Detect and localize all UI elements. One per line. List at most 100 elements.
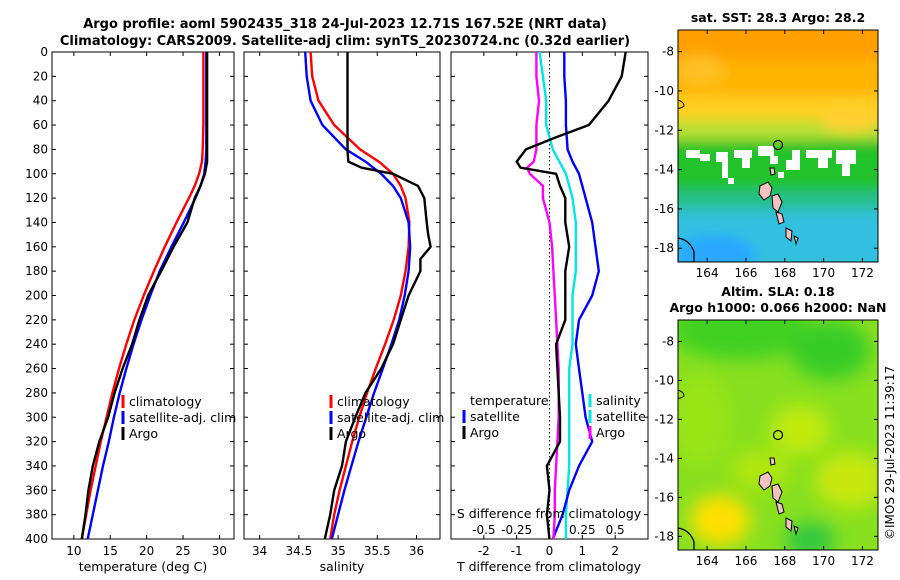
depth-tick-label: 340: [25, 459, 48, 473]
sst-coastline-north: [678, 99, 685, 109]
legend-s-satellite-label: satellite: [596, 409, 646, 424]
x-tick-label: -1: [511, 544, 523, 558]
depth-tick-label: 120: [25, 191, 48, 205]
legend-argo-label: Argo: [337, 426, 366, 441]
s-tick-label: -0.5: [472, 523, 495, 537]
sst-missing-data: [686, 146, 856, 184]
depth-tick-label: 260: [25, 362, 48, 376]
lon-tick-label: 172: [851, 554, 874, 568]
lon-tick-label: 164: [696, 554, 719, 568]
series-climatology: [309, 52, 411, 539]
lat-tick-label: -10: [654, 84, 674, 98]
legend-temperature-heading: temperature: [470, 393, 549, 408]
sla-argo-position-marker: [772, 429, 784, 441]
temperature-x-axis: 10 15 20 25 30: [66, 52, 227, 558]
depth-tick-label: 200: [25, 289, 48, 303]
depth-tick-label: 0: [40, 45, 48, 59]
legend-satellite-label: satellite-adj. clim: [337, 410, 444, 425]
sla-map-axes: 164 166 168 170 172 -8 -10 -12 -14 -16 -18: [654, 320, 878, 568]
depth-axis: 0 20 40 60 80 100 120 140 160 180 200 220 240 260 280 3…: [25, 45, 648, 546]
sst-map: [678, 30, 878, 262]
figure-title-line2: Climatology: CARS2009. Satellite-adj cli…: [60, 34, 630, 49]
series-temperature-argo: [551, 52, 600, 539]
depth-tick-label: 140: [25, 215, 48, 229]
depth-tick-label: 20: [33, 69, 48, 83]
depth-tick-label: 400: [25, 532, 48, 546]
lon-tick-label: 166: [735, 554, 758, 568]
sla-map-title: Altim. SLA: 0.18: [721, 284, 834, 299]
imos-timestamp: ©IMOS 29-Jul-2023 11:39:17: [883, 366, 897, 540]
sla-coastline: [678, 527, 695, 550]
lat-tick-label: -12: [654, 412, 674, 426]
legend-climatology-label: climatology: [129, 394, 202, 409]
s-difference-tick-labels: -0.5 -0.25 0.25 0.5: [472, 523, 625, 537]
x-tick-label: 15: [103, 544, 118, 558]
x-tick-label: 20: [139, 544, 154, 558]
depth-tick-label: 220: [25, 313, 48, 327]
lat-tick-label: -8: [662, 45, 674, 59]
legend-satellite-label: satellite-adj. clim: [129, 410, 236, 425]
series-argo: [323, 52, 432, 539]
s-tick-label: 0.5: [606, 523, 625, 537]
lon-tick-label: 170: [812, 554, 835, 568]
lon-tick-label: 166: [735, 266, 758, 280]
sst-color-field: [678, 30, 878, 262]
sla-coastline-north: [678, 389, 685, 399]
lon-tick-label: 170: [812, 266, 835, 280]
legend-climatology-label: climatology: [337, 394, 410, 409]
salinity-series: [304, 52, 432, 539]
sla-map: [678, 320, 878, 550]
x-tick-label: 10: [66, 544, 81, 558]
temperature-series: [80, 52, 209, 539]
legend-t-satellite-label: satellite: [470, 409, 520, 424]
sla-map-frame: [677, 319, 879, 551]
depth-tick-label: 360: [25, 483, 48, 497]
sla-color-field: [678, 320, 878, 550]
sla-islands: [758, 457, 799, 536]
x-tick-label: 35: [330, 544, 345, 558]
legend-t-argo-label: Argo: [470, 425, 499, 440]
depth-tick-label: 100: [25, 167, 48, 181]
lat-tick-label: -8: [662, 334, 674, 348]
x-tick-label: 30: [212, 544, 227, 558]
x-tick-label: 35.5: [364, 544, 391, 558]
depth-tick-label: 40: [33, 94, 48, 108]
lon-tick-label: 168: [773, 266, 796, 280]
s-tick-label: 0.25: [569, 523, 596, 537]
x-tick-label: 0: [546, 544, 554, 558]
difference-legend: temperature satellite Argo salinity sate…: [462, 393, 646, 440]
lat-tick-label: -18: [654, 241, 674, 255]
difference-x-axis: -2 -1 0 1 2: [478, 52, 619, 558]
lon-tick-label: 168: [773, 554, 796, 568]
salinity-x-label: salinity: [320, 559, 365, 574]
t-difference-x-label: T difference from climatology: [456, 559, 642, 574]
sst-map-title: sat. SST: 28.3 Argo: 28.2: [691, 10, 865, 25]
series-salinity-satellite: [526, 52, 560, 539]
series-climatology: [80, 52, 205, 539]
depth-tick-label: 280: [25, 386, 48, 400]
x-tick-label: -2: [478, 544, 490, 558]
legend-s-argo-label: Argo: [596, 425, 625, 440]
sst-map-frame: [677, 29, 879, 263]
depth-tick-label: 60: [33, 118, 48, 132]
sla-map-subtitle: Argo h1000: 0.066 h2000: NaN: [669, 300, 886, 315]
sst-coastline: [678, 237, 695, 262]
temperature-x-label: temperature (deg C): [79, 559, 208, 574]
s-difference-axis-label: S difference from climatology: [457, 506, 642, 521]
legend-argo-label: Argo: [129, 426, 158, 441]
lat-tick-label: -18: [654, 529, 674, 543]
lat-tick-label: -16: [654, 202, 674, 216]
depth-tick-label: 380: [25, 508, 48, 522]
x-tick-label: 25: [175, 544, 190, 558]
series-temperature-satellite: [538, 52, 577, 539]
lat-tick-label: -10: [654, 373, 674, 387]
lat-tick-label: -14: [654, 451, 674, 465]
depth-tick-label: 240: [25, 337, 48, 351]
series-argo: [80, 52, 209, 539]
series-satellite-adj-clim: [304, 52, 412, 539]
lat-tick-label: -12: [654, 123, 674, 137]
figure-title-line1: Argo profile: aoml 5902435_318 24-Jul-20…: [83, 17, 607, 32]
sst-argo-position-marker: [772, 139, 784, 151]
lat-tick-label: -14: [654, 163, 674, 177]
